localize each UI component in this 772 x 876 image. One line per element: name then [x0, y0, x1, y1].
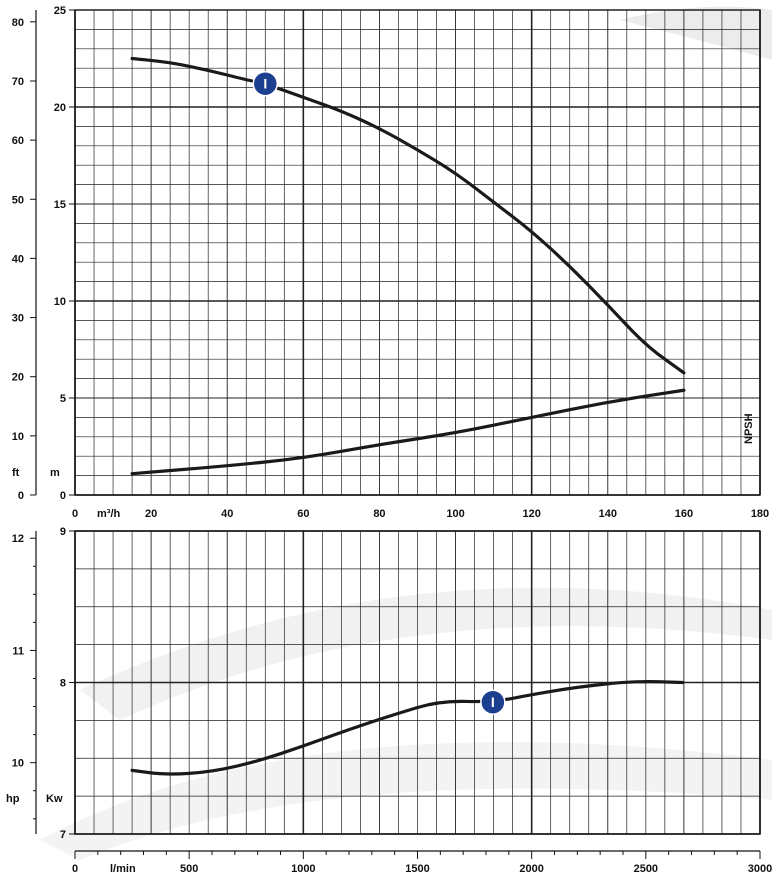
svg-text:I: I — [491, 694, 495, 710]
flow-lmin-tick-label: 3000 — [748, 863, 772, 875]
m-tick-label: 10 — [54, 296, 66, 308]
npsh-series-label: NPSH — [743, 413, 755, 444]
kw-unit-label: Kw — [46, 793, 63, 805]
ft-unit-label: ft — [12, 467, 20, 479]
flow-m3h-tick-label: 140 — [599, 508, 617, 520]
flow-m3h-tick-label: 100 — [446, 508, 464, 520]
npsh-curve — [130, 388, 686, 476]
ft-tick-label: 70 — [12, 76, 24, 88]
hp-tick-label: 12 — [12, 533, 24, 545]
power-chart: 10 11 12 7 8 9 hp Kw 0 500 1000 1500 2000 2500 3000 l/m… — [6, 526, 772, 875]
bottom-lmin-axis: 0 500 1000 1500 2000 2500 3000 — [72, 850, 772, 875]
flow-m3h-tick-label: 20 — [145, 508, 157, 520]
bottom-hp-axis: 10 11 12 — [12, 531, 37, 834]
flow-m3h-tick-label: 160 — [675, 508, 693, 520]
hp-unit-label: hp — [6, 793, 20, 805]
flow-m3h-tick-label: 180 — [751, 508, 769, 520]
kw-tick-label: 8 — [60, 678, 66, 690]
svg-text:I: I — [263, 76, 267, 92]
m-tick-label: 0 — [60, 490, 66, 502]
top-grid — [74, 9, 761, 496]
m-tick-label: 5 — [60, 393, 66, 405]
top-ft-axis: 0 10 20 30 40 50 60 70 80 — [12, 10, 37, 502]
flow-lmin-tick-label: 0 — [72, 863, 78, 875]
top-m-axis: 0 5 10 15 20 25 — [54, 5, 75, 502]
flow-lmin-tick-label: 2000 — [519, 863, 543, 875]
ft-tick-label: 40 — [12, 253, 24, 265]
flow-m3h-tick-label: 40 — [221, 508, 233, 520]
kw-tick-label: 7 — [60, 829, 66, 841]
flow-lmin-tick-label: 1000 — [291, 863, 315, 875]
top-x-axis: 0 20 40 60 80 100 120 140 160 180 — [72, 508, 769, 520]
flow-lmin-unit-label: l/min — [110, 863, 136, 875]
flow-m3h-tick-label: 120 — [522, 508, 540, 520]
m-tick-label: 20 — [54, 102, 66, 114]
ft-tick-label: 60 — [12, 135, 24, 147]
power-curve — [130, 680, 684, 776]
kw-tick-label: 9 — [60, 526, 66, 538]
flow-lmin-tick-label: 2500 — [634, 863, 658, 875]
hp-tick-label: 10 — [12, 758, 24, 770]
ft-tick-label: 50 — [12, 194, 24, 206]
ft-tick-label: 10 — [12, 431, 24, 443]
ft-tick-label: 30 — [12, 313, 24, 325]
curve-marker-I: I — [480, 689, 506, 715]
bottom-grid — [74, 530, 761, 835]
flow-lmin-tick-label: 1500 — [405, 863, 429, 875]
head-curve — [130, 56, 686, 375]
flow-m3h-tick-label: 0 — [72, 508, 78, 520]
m-tick-label: 25 — [54, 5, 66, 17]
hp-tick-label: 11 — [12, 645, 24, 657]
flow-m3h-tick-label: 80 — [373, 508, 385, 520]
background-watermark-swoosh — [40, 6, 772, 860]
bottom-kw-axis: 7 8 9 — [60, 526, 75, 841]
m-unit-label: m — [50, 467, 60, 479]
m-tick-label: 15 — [54, 199, 66, 211]
flow-lmin-tick-label: 500 — [180, 863, 198, 875]
flow-m3h-unit-label: m³/h — [97, 508, 121, 520]
ft-tick-label: 0 — [18, 490, 24, 502]
curve-marker-I: I — [252, 70, 279, 97]
flow-m3h-tick-label: 60 — [297, 508, 309, 520]
ft-tick-label: 20 — [12, 372, 24, 384]
ft-tick-label: 80 — [12, 17, 24, 29]
